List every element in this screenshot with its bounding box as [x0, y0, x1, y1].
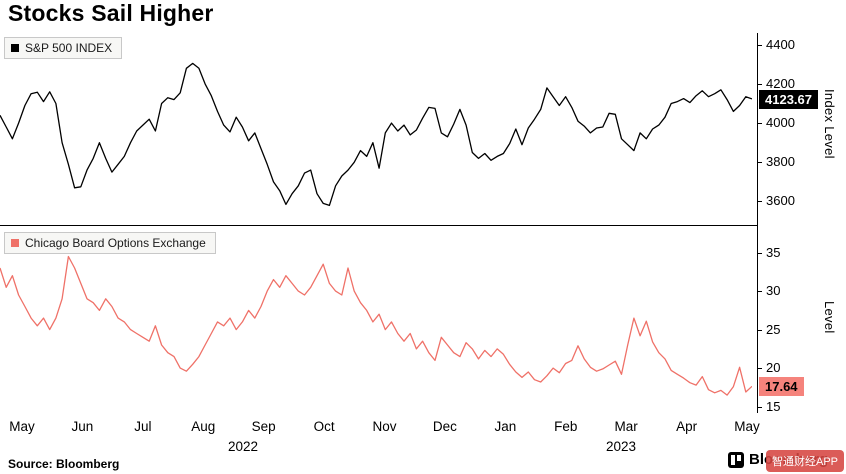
y-tick-mark	[757, 329, 762, 331]
y-tick-mark	[757, 83, 762, 85]
y-axis-title-index-level: Index Level	[822, 89, 837, 159]
watermark-badge: 智通财经APP	[765, 450, 844, 472]
x-axis-month-label: Apr	[676, 419, 698, 434]
bloomberg-logo-icon	[728, 451, 744, 468]
y-tick-mark	[757, 44, 762, 46]
cboe-legend-swatch-icon	[11, 239, 19, 247]
y-tick-label: 25	[766, 321, 781, 337]
x-axis-month-label: Sep	[251, 419, 276, 434]
y-tick-mark	[757, 368, 762, 370]
x-axis-year-label: 2022	[227, 439, 259, 454]
y-tick-label: 30	[766, 283, 781, 299]
y-axis-title-level: Level	[822, 301, 837, 334]
sp500-last-value-badge: 4123.67	[759, 89, 818, 109]
y-tick-label: 3800	[766, 154, 795, 170]
x-axis-month-label: Jan	[494, 419, 517, 434]
y-tick-mark	[757, 406, 762, 408]
y-tick-label: 4000	[766, 115, 795, 131]
chart-title: Stocks Sail Higher	[8, 0, 214, 26]
x-axis-month-label: Nov	[372, 419, 397, 434]
legend-cboe: Chicago Board Options Exchange	[4, 232, 216, 254]
x-axis-year-label: 2023	[605, 439, 637, 454]
y-tick-label: 4200	[766, 75, 795, 91]
panel-divider-line	[0, 225, 758, 226]
y-tick-mark	[757, 291, 762, 293]
sp500-line-chart	[0, 62, 752, 207]
source-credit: Source: Bloomberg	[8, 457, 120, 471]
vix-last-value-badge: 17.64	[759, 377, 804, 397]
x-axis-month-label: Jun	[71, 419, 94, 434]
x-axis-month-label: May	[734, 419, 760, 434]
y-tick-label: 3600	[766, 193, 795, 209]
y-tick-label: 4400	[766, 36, 795, 52]
y-tick-mark	[757, 123, 762, 125]
y-tick-label: 35	[766, 244, 781, 260]
y-tick-label: 20	[766, 360, 781, 376]
x-axis-month-label: Jul	[134, 419, 152, 434]
y-tick-mark	[757, 201, 762, 203]
legend-sp500: S&P 500 INDEX	[4, 37, 123, 59]
x-axis-month-label: Dec	[432, 419, 457, 434]
x-axis-month-label: Mar	[614, 419, 638, 434]
x-axis-month-label: Feb	[554, 419, 578, 434]
y-tick-label: 15	[766, 398, 781, 414]
sp500-legend-label: S&P 500 INDEX	[25, 41, 113, 55]
x-axis-month-label: Oct	[313, 419, 335, 434]
y-tick-mark	[757, 252, 762, 254]
cboe-legend-label: Chicago Board Options Exchange	[25, 236, 206, 250]
x-axis-month-label: May	[9, 419, 35, 434]
y-tick-mark	[757, 162, 762, 164]
vix-line-chart	[0, 255, 752, 396]
right-y-axis-line	[757, 33, 758, 413]
x-axis-month-label: Aug	[191, 419, 216, 434]
sp500-legend-swatch-icon	[11, 44, 19, 52]
